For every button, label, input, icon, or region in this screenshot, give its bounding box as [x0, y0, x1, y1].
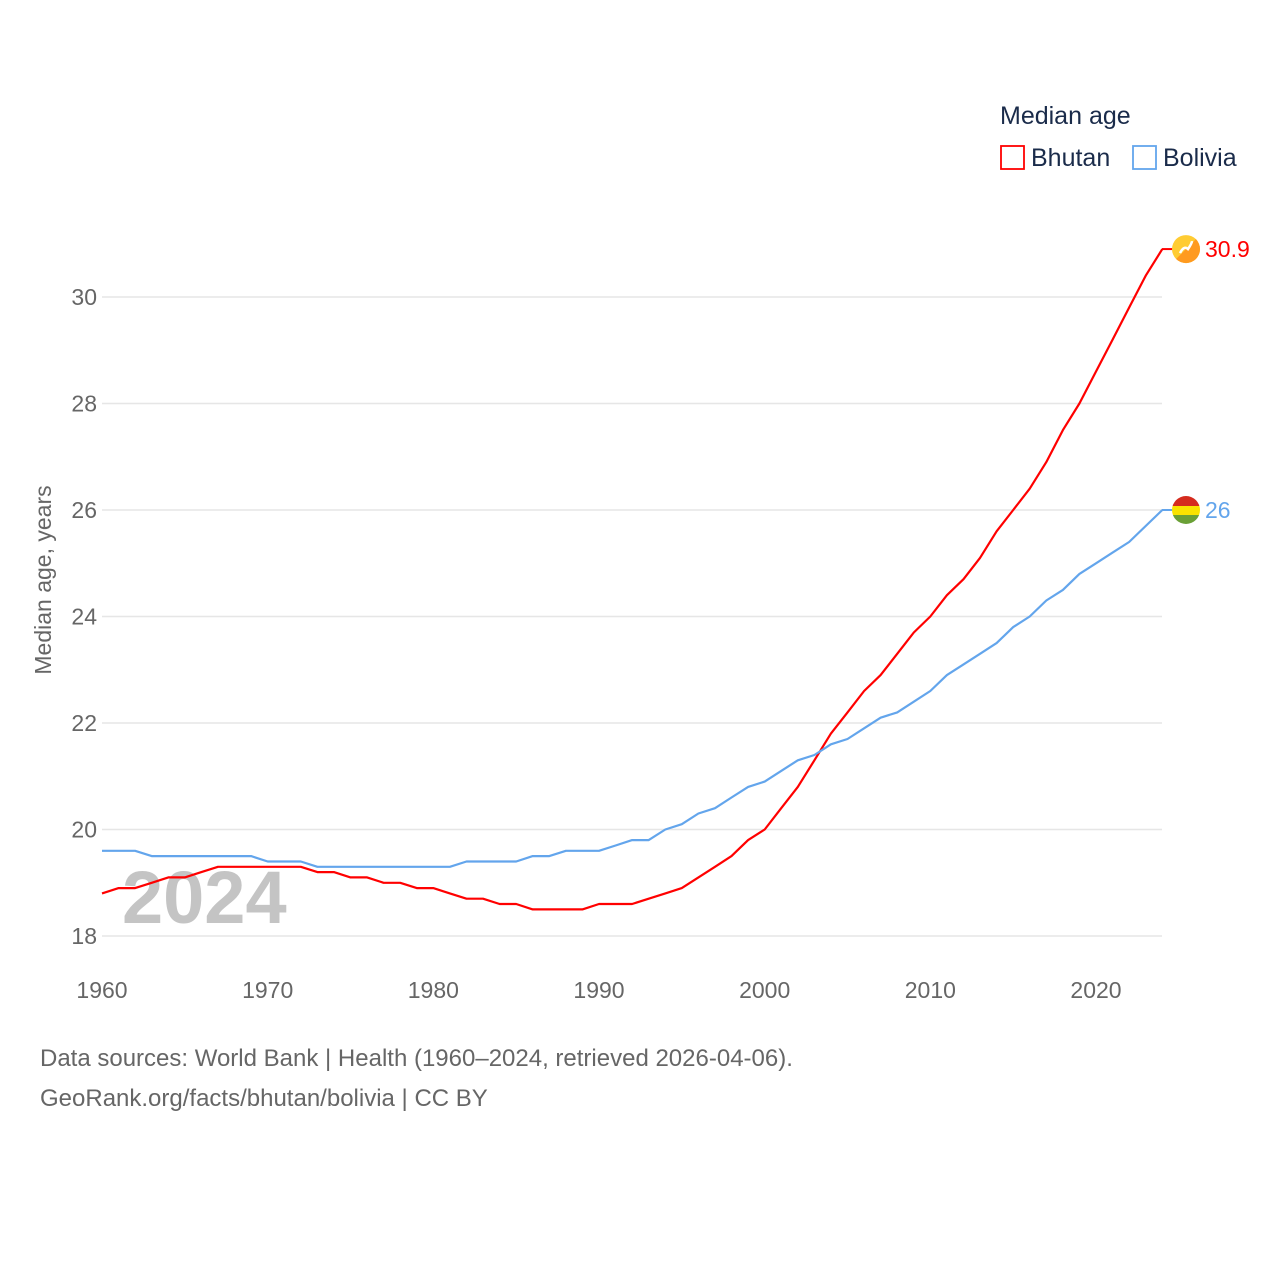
legend-title: Median age — [1000, 102, 1131, 130]
y-tick-label: 20 — [71, 817, 97, 843]
y-tick-label: 30 — [71, 284, 97, 310]
x-tick-label: 1980 — [408, 977, 459, 1003]
x-tick-label: 2010 — [905, 977, 956, 1003]
y-tick-label: 24 — [71, 604, 97, 630]
y-axis-label: Median age, years — [30, 485, 56, 674]
end-value-label: 30.9 — [1205, 236, 1250, 262]
legend-swatch[interactable] — [1000, 145, 1025, 170]
legend-label-bolivia[interactable]: Bolivia — [1163, 144, 1237, 172]
watermark-year: 2024 — [122, 856, 287, 939]
series-line-bolivia[interactable] — [102, 509, 1164, 868]
legend-swatch[interactable] — [1132, 145, 1157, 170]
y-tick-label: 28 — [71, 391, 97, 417]
attribution-line[interactable]: GeoRank.org/facts/bhutan/bolivia | CC BY — [40, 1085, 488, 1112]
end-value-label: 26 — [1205, 497, 1231, 523]
x-tick-label: 1960 — [76, 977, 127, 1003]
x-tick-label: 2020 — [1070, 977, 1121, 1003]
y-tick-label: 22 — [71, 710, 97, 736]
x-tick-label: 2000 — [739, 977, 790, 1003]
bolivia-flag-icon — [1172, 496, 1200, 524]
legend-label-bhutan[interactable]: Bhutan — [1031, 144, 1110, 172]
series-line-bhutan[interactable] — [101, 248, 1164, 911]
x-tick-label: 1990 — [573, 977, 624, 1003]
x-tick-label: 1970 — [242, 977, 293, 1003]
bhutan-flag-icon — [1172, 235, 1200, 264]
y-tick-label: 26 — [71, 497, 97, 523]
y-tick-label: 18 — [71, 923, 97, 949]
source-line: Data sources: World Bank | Health (1960–… — [40, 1045, 793, 1072]
